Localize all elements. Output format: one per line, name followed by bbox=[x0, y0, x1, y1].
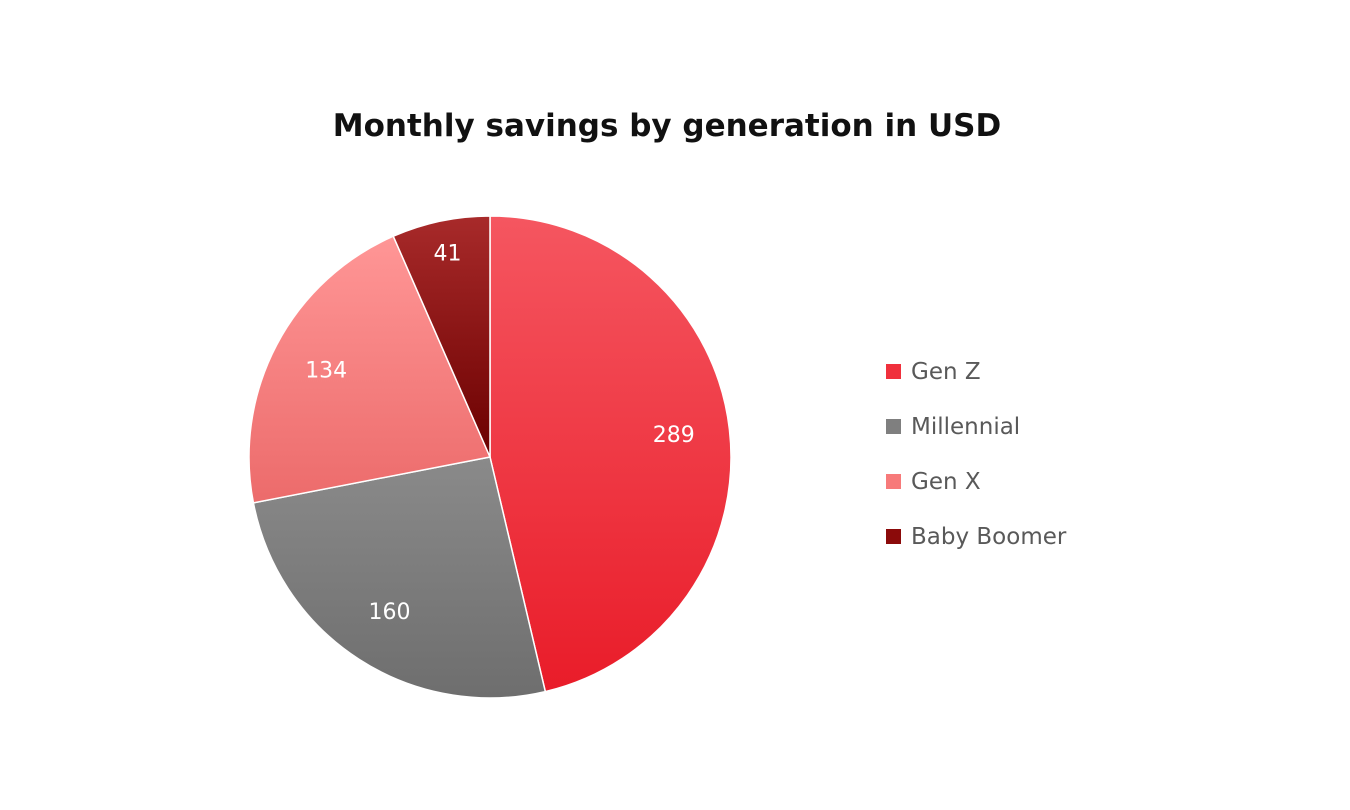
legend-swatch bbox=[886, 364, 901, 379]
legend-swatch bbox=[886, 474, 901, 489]
legend-label: Baby Boomer bbox=[911, 523, 1067, 550]
legend-label: Gen X bbox=[911, 468, 981, 495]
pie-slice-gen-z bbox=[489, 215, 732, 693]
data-label: 134 bbox=[305, 359, 347, 384]
pie-slice-millennial bbox=[252, 456, 547, 699]
pie-slice-baby-boomer bbox=[392, 215, 491, 458]
legend-item-millennial: Millennial bbox=[886, 399, 1066, 454]
chart-title: Monthly savings by generation in USD bbox=[332, 108, 1002, 144]
data-label: 160 bbox=[369, 600, 411, 625]
legend-item-gen-x: Gen X bbox=[886, 454, 1066, 509]
data-label: 41 bbox=[434, 242, 462, 267]
pie-labels: 289 160 134 41 bbox=[305, 242, 695, 625]
pie-slices bbox=[248, 215, 732, 699]
data-label: 289 bbox=[653, 423, 695, 448]
legend: Gen Z Millennial Gen X Baby Boomer bbox=[886, 344, 1066, 564]
legend-swatch bbox=[886, 419, 901, 434]
legend-label: Millennial bbox=[911, 413, 1021, 440]
legend-item-baby-boomer: Baby Boomer bbox=[886, 509, 1066, 564]
pie-slice-gen-x bbox=[248, 235, 492, 504]
legend-swatch bbox=[886, 529, 901, 544]
legend-item-gen-z: Gen Z bbox=[886, 344, 1066, 399]
legend-label: Gen Z bbox=[911, 358, 981, 385]
